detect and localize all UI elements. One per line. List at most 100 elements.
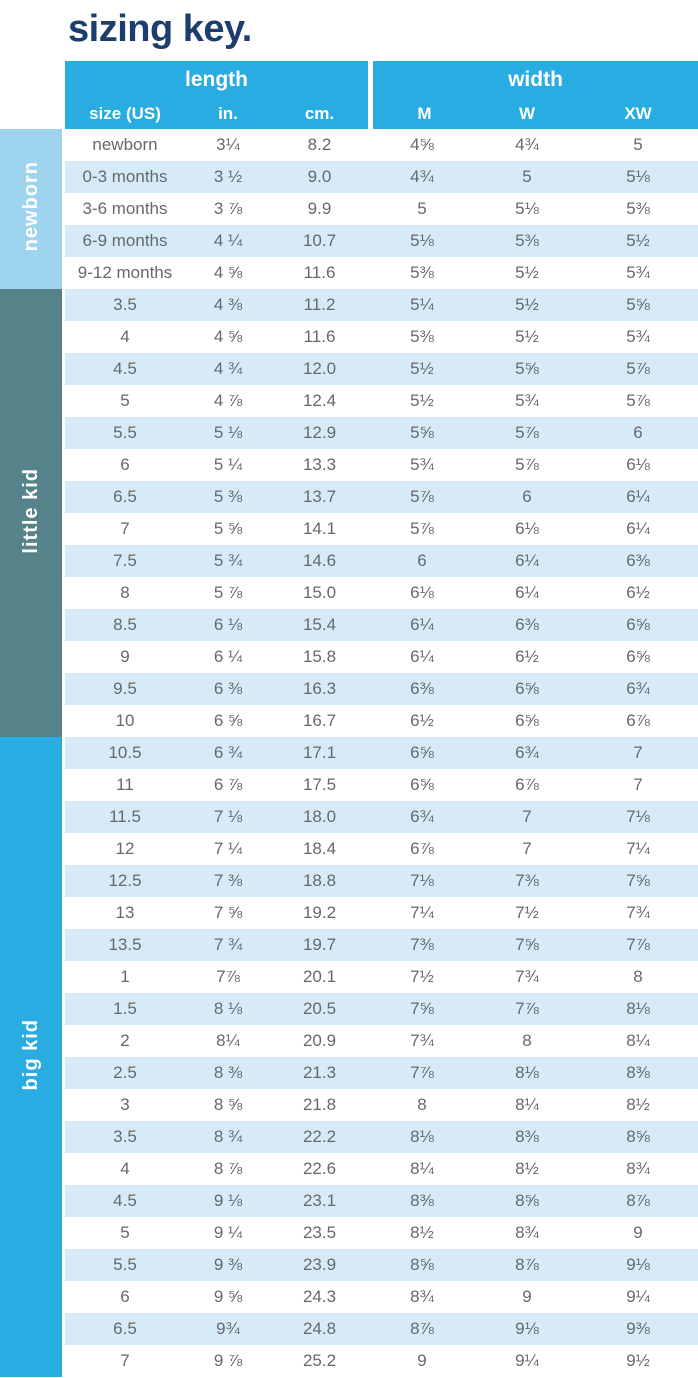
cell-xw: 6¾ xyxy=(578,673,698,705)
table-row: 5.5 9 ⅜ 23.9 8⅝ 8⅞ 9⅛ xyxy=(0,1249,698,1281)
cell-size-us: 7 xyxy=(65,513,185,545)
table-row: 2 8¼ 20.9 7¾ 8 8¼ xyxy=(0,1025,698,1057)
cell-xw: 8½ xyxy=(578,1089,698,1121)
cell-cm: 23.5 xyxy=(271,1217,368,1249)
table-row: 13 7 ⅝ 19.2 7¼ 7½ 7¾ xyxy=(0,897,698,929)
cell-w: 6¾ xyxy=(476,737,578,769)
cell-xw: 9⅜ xyxy=(578,1313,698,1345)
cell-w: 6⅝ xyxy=(476,705,578,737)
col-header-in: in. xyxy=(185,99,271,129)
cell-w: 6⅜ xyxy=(476,609,578,641)
cell-in: 6 ⅛ xyxy=(185,609,271,641)
cell-size-us: 11.5 xyxy=(65,801,185,833)
cell-in: 5 ⅝ xyxy=(185,513,271,545)
cell-size-us: 2.5 xyxy=(65,1057,185,1089)
table-row: 4.5 9 ⅛ 23.1 8⅜ 8⅝ 8⅞ xyxy=(0,1185,698,1217)
cell-w: 8¾ xyxy=(476,1217,578,1249)
cell-size-us: 9-12 months xyxy=(65,257,185,289)
table-row: 5.5 5 ⅛ 12.9 5⅝ 5⅞ 6 xyxy=(0,417,698,449)
table-row: 3.5 8 ¾ 22.2 8⅛ 8⅜ 8⅝ xyxy=(0,1121,698,1153)
group-label-little-kid: little kid xyxy=(0,289,65,737)
cell-w: 7⅜ xyxy=(476,865,578,897)
cell-in: 9 ⅛ xyxy=(185,1185,271,1217)
cell-cm: 18.0 xyxy=(271,801,368,833)
cell-xw: 6¼ xyxy=(578,513,698,545)
cell-m: 6⅜ xyxy=(368,673,476,705)
cell-xw: 9½ xyxy=(578,1345,698,1377)
cell-cm: 16.3 xyxy=(271,673,368,705)
cell-in: 7 ⅛ xyxy=(185,801,271,833)
cell-in: 6 ⅝ xyxy=(185,705,271,737)
table-header: length width size (US) in. cm. M W XW xyxy=(0,61,698,129)
cell-size-us: 8.5 xyxy=(65,609,185,641)
cell-xw: 5⅛ xyxy=(578,161,698,193)
cell-w: 9¼ xyxy=(476,1345,578,1377)
cell-w: 8 xyxy=(476,1025,578,1057)
cell-cm: 14.1 xyxy=(271,513,368,545)
cell-in: 6 ¼ xyxy=(185,641,271,673)
cell-w: 6⅞ xyxy=(476,769,578,801)
cell-xw: 5⅞ xyxy=(578,385,698,417)
cell-in: 8 ⅞ xyxy=(185,1153,271,1185)
table-row: 9.5 6 ⅜ 16.3 6⅜ 6⅝ 6¾ xyxy=(0,673,698,705)
cell-m: 7⅞ xyxy=(368,1057,476,1089)
cell-xw: 7 xyxy=(578,737,698,769)
cell-xw: 8⅜ xyxy=(578,1057,698,1089)
cell-m: 8¼ xyxy=(368,1153,476,1185)
table-row: 4.5 4 ¾ 12.0 5½ 5⅝ 5⅞ xyxy=(0,353,698,385)
cell-m: 5⅜ xyxy=(368,257,476,289)
header-group-width: width xyxy=(368,61,698,99)
cell-w: 7 xyxy=(476,801,578,833)
cell-size-us: 9 xyxy=(65,641,185,673)
sizing-table: length width size (US) in. cm. M W XW ne… xyxy=(0,61,698,1377)
col-header-size-us: size (US) xyxy=(65,99,185,129)
cell-xw: 7¼ xyxy=(578,833,698,865)
cell-m: 6⅝ xyxy=(368,769,476,801)
cell-in: 5 ¼ xyxy=(185,449,271,481)
cell-w: 5½ xyxy=(476,257,578,289)
table-row: 11 6 ⅞ 17.5 6⅝ 6⅞ 7 xyxy=(0,769,698,801)
cell-m: 5⅝ xyxy=(368,417,476,449)
cell-xw: 5⅞ xyxy=(578,353,698,385)
group-label-big-kid: big kid xyxy=(0,737,65,1377)
cell-cm: 24.3 xyxy=(271,1281,368,1313)
cell-in: 6 ⅜ xyxy=(185,673,271,705)
group-label-text: big kid xyxy=(19,1018,42,1091)
cell-xw: 6⅛ xyxy=(578,449,698,481)
cell-size-us: 7.5 xyxy=(65,545,185,577)
cell-size-us: 13 xyxy=(65,897,185,929)
cell-size-us: 12 xyxy=(65,833,185,865)
cell-size-us: 4 xyxy=(65,1153,185,1185)
cell-size-us: 3.5 xyxy=(65,289,185,321)
cell-m: 5⅜ xyxy=(368,321,476,353)
table-row: 11.5 7 ⅛ 18.0 6¾ 7 7⅛ xyxy=(0,801,698,833)
cell-size-us: 5 xyxy=(65,385,185,417)
cell-size-us: 6 xyxy=(65,449,185,481)
cell-w: 7½ xyxy=(476,897,578,929)
cell-in: 6 ⅞ xyxy=(185,769,271,801)
cell-cm: 10.7 xyxy=(271,225,368,257)
cell-in: 9 ⅞ xyxy=(185,1345,271,1377)
cell-cm: 21.8 xyxy=(271,1089,368,1121)
cell-size-us: 6.5 xyxy=(65,1313,185,1345)
cell-in: 8¼ xyxy=(185,1025,271,1057)
cell-size-us: 5 xyxy=(65,1217,185,1249)
cell-cm: 21.3 xyxy=(271,1057,368,1089)
cell-xw: 6⅝ xyxy=(578,641,698,673)
cell-m: 7¾ xyxy=(368,1025,476,1057)
cell-in: 7 ⅜ xyxy=(185,865,271,897)
cell-xw: 9¼ xyxy=(578,1281,698,1313)
cell-w: 6⅝ xyxy=(476,673,578,705)
cell-m: 5⅛ xyxy=(368,225,476,257)
cell-cm: 15.4 xyxy=(271,609,368,641)
cell-xw: 5⅝ xyxy=(578,289,698,321)
cell-w: 6 xyxy=(476,481,578,513)
cell-m: 8 xyxy=(368,1089,476,1121)
cell-m: 7⅝ xyxy=(368,993,476,1025)
cell-size-us: 2 xyxy=(65,1025,185,1057)
header-side-spacer xyxy=(0,61,65,129)
cell-xw: 6¼ xyxy=(578,481,698,513)
